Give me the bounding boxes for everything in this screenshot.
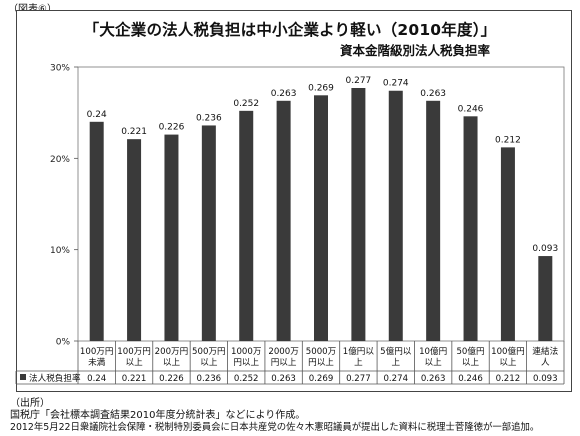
chart-title: 「大企業の法人税負担は中小企業より軽い（2010年度）」 (83, 21, 497, 39)
data-label: 0.221 (121, 127, 147, 137)
footer-source-heading: （出所） (10, 398, 50, 409)
x-category-label: 2000万円以上 (268, 347, 299, 368)
bar (164, 134, 179, 341)
bar (239, 110, 254, 341)
x-category-label: 5000万円以上 (306, 347, 337, 368)
x-category-label: 100万円未満 (80, 346, 114, 368)
table-value-cell: 0.226 (159, 374, 184, 384)
x-category-label: 連結法人 (532, 345, 558, 368)
data-label: 0.277 (346, 76, 372, 86)
bar (351, 88, 366, 341)
data-label: 0.269 (308, 83, 334, 93)
bar (314, 95, 328, 342)
bar (276, 100, 291, 341)
bar (538, 256, 553, 341)
bar (463, 116, 478, 341)
table-value-cell: 0.252 (234, 374, 259, 384)
x-category-label: 200万円以上 (155, 346, 189, 368)
y-tick-label: 20% (50, 155, 70, 165)
table-value-cell: 0.212 (496, 374, 521, 384)
table-value-cell: 0.246 (458, 374, 483, 384)
bar (127, 139, 142, 341)
table-value-cell: 0.263 (421, 374, 446, 384)
data-label: 0.212 (495, 135, 521, 145)
bar (500, 147, 515, 341)
x-category-label: 500万円以上 (192, 346, 226, 368)
table-value-cell: 0.263 (271, 374, 296, 384)
bar (201, 125, 216, 341)
footer-note-line: 2012年5月22日衆議院社会保障・税制特別委員会に日本共産党の佐々木憲昭議員が… (10, 422, 540, 433)
data-label: 0.274 (383, 79, 409, 89)
data-label: 0.252 (233, 99, 259, 109)
data-label: 0.263 (271, 89, 297, 99)
y-tick-label: 10% (50, 246, 70, 256)
chart-subtitle: 資本金階級別法人税負担率 (340, 43, 491, 58)
table-value-cell: 0.221 (122, 374, 147, 384)
x-category-label: 1000万円以上 (231, 347, 262, 368)
data-label: 0.24 (87, 110, 107, 120)
bar (426, 100, 441, 341)
x-category-label: 100億円以上 (491, 345, 525, 368)
chart-frame (16, 10, 572, 392)
bar (89, 121, 104, 341)
figure-label: （図表⑥） (8, 0, 57, 15)
data-label: 0.246 (458, 104, 484, 114)
footer-source-line: 国税庁「会社標本調査結果2010年度分統計表」などにより作成。 (10, 410, 306, 421)
x-category-label: 1億円以上 (343, 345, 375, 368)
table-value-cell: 0.24 (87, 374, 106, 384)
x-category-label: 100万円以上 (117, 346, 151, 368)
data-label: 0.226 (159, 123, 185, 133)
table-value-cell: 0.274 (383, 374, 408, 384)
data-label: 0.093 (532, 244, 558, 254)
x-category-label: 5億円以上 (380, 345, 412, 368)
y-tick-label: 30% (50, 64, 70, 74)
x-category-label: 10億円以上 (419, 345, 447, 368)
data-label: 0.236 (196, 113, 222, 123)
bar (388, 90, 403, 341)
table-value-cell: 0.236 (197, 374, 222, 384)
legend-series-name: 法人税負担率 (29, 372, 81, 384)
y-tick-label: 0% (56, 338, 71, 348)
x-category-label: 50億円以上 (456, 345, 484, 368)
legend-swatch (20, 374, 26, 380)
data-label: 0.263 (420, 89, 446, 99)
table-value-cell: 0.269 (309, 374, 334, 384)
table-value-cell: 0.093 (533, 374, 558, 384)
table-value-cell: 0.277 (346, 374, 371, 384)
